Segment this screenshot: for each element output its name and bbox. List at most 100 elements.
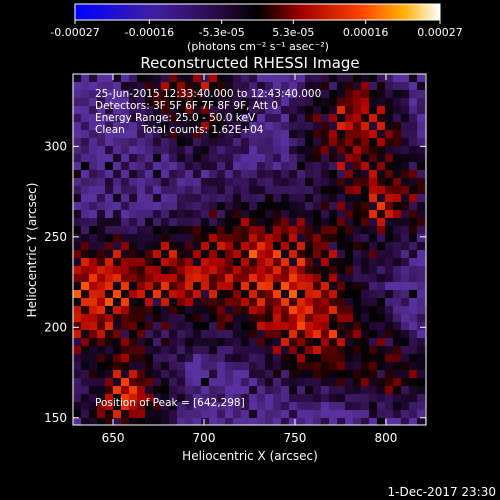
heatmap-cell xyxy=(273,330,281,338)
heatmap-cell xyxy=(377,162,385,170)
heatmap-cell xyxy=(89,362,97,370)
heatmap-cell xyxy=(129,234,137,242)
heatmap-cell xyxy=(353,170,361,178)
heatmap-cell xyxy=(361,314,369,322)
heatmap-cell xyxy=(153,154,161,162)
heatmap-cell xyxy=(369,314,377,322)
heatmap-cell xyxy=(337,322,345,330)
heatmap-cell xyxy=(137,114,145,122)
heatmap-cell xyxy=(209,234,217,242)
heatmap-cell xyxy=(97,178,105,186)
heatmap-cell xyxy=(121,290,129,298)
heatmap-cell xyxy=(417,274,425,282)
heatmap-cell xyxy=(281,170,289,178)
heatmap-cell xyxy=(377,394,385,402)
heatmap-cell xyxy=(81,386,89,394)
heatmap-cell xyxy=(73,98,81,106)
heatmap-cell xyxy=(161,154,169,162)
heatmap-cell xyxy=(233,250,241,258)
heatmap-cell xyxy=(265,186,273,194)
heatmap-cell xyxy=(201,378,209,386)
heatmap-cell xyxy=(193,338,201,346)
heatmap-cell xyxy=(121,402,129,410)
heatmap-cell xyxy=(361,266,369,274)
heatmap-cell xyxy=(361,330,369,338)
heatmap-cell xyxy=(385,418,393,425)
heatmap-cell xyxy=(265,202,273,210)
heatmap-cell xyxy=(193,250,201,258)
heatmap-cell xyxy=(153,314,161,322)
heatmap-cell xyxy=(265,298,273,306)
heatmap-cell xyxy=(305,218,313,226)
heatmap-cell xyxy=(153,394,161,402)
heatmap-cell xyxy=(113,90,121,98)
heatmap-cell xyxy=(329,138,337,146)
heatmap-cell xyxy=(153,82,161,90)
heatmap-cell xyxy=(273,106,281,114)
heatmap-cell xyxy=(105,74,113,82)
heatmap-cell xyxy=(161,218,169,226)
heatmap-cell xyxy=(265,154,273,162)
heatmap-cell xyxy=(233,162,241,170)
heatmap-cell xyxy=(169,250,177,258)
heatmap-cell xyxy=(329,202,337,210)
heatmap-cell xyxy=(129,386,137,394)
heatmap-cell xyxy=(89,122,97,130)
heatmap-cell xyxy=(121,418,129,425)
heatmap-cell xyxy=(89,354,97,362)
heatmap-cell xyxy=(417,306,425,314)
heatmap-cell xyxy=(345,322,353,330)
heatmap-cell xyxy=(193,410,201,418)
heatmap-cell xyxy=(289,74,297,82)
heatmap-cell xyxy=(97,418,105,425)
heatmap-cell xyxy=(89,250,97,258)
heatmap-cell xyxy=(81,274,89,282)
heatmap-cell xyxy=(377,306,385,314)
annotation-time-range: 25-Jun-2015 12:33:40.000 to 12:43:40.000 xyxy=(95,88,321,100)
colorbar-gradient xyxy=(74,3,441,21)
heatmap-cell xyxy=(297,370,305,378)
heatmap-cell xyxy=(169,346,177,354)
heatmap-cell xyxy=(385,242,393,250)
heatmap-cell xyxy=(297,314,305,322)
heatmap-cell xyxy=(193,218,201,226)
heatmap-cell xyxy=(105,354,113,362)
heatmap-cell xyxy=(161,378,169,386)
heatmap-cell xyxy=(225,186,233,194)
heatmap-cell xyxy=(289,202,297,210)
heatmap-cell xyxy=(393,394,401,402)
heatmap-cell xyxy=(337,266,345,274)
heatmap-cell xyxy=(201,338,209,346)
heatmap-cell xyxy=(105,250,113,258)
heatmap-cell xyxy=(81,338,89,346)
heatmap-cell xyxy=(337,410,345,418)
heatmap-cell xyxy=(409,130,417,138)
heatmap-cell xyxy=(305,418,313,425)
heatmap-cell xyxy=(129,90,137,98)
heatmap-cell xyxy=(249,354,257,362)
heatmap-cell xyxy=(297,154,305,162)
heatmap-cell xyxy=(289,130,297,138)
heatmap-cell xyxy=(153,418,161,425)
heatmap-cell xyxy=(409,226,417,234)
heatmap-cell xyxy=(217,186,225,194)
heatmap-cell xyxy=(177,178,185,186)
heatmap-cell xyxy=(113,378,121,386)
heatmap-cell xyxy=(353,266,361,274)
heatmap-cell xyxy=(137,194,145,202)
x-tick-label: 650 xyxy=(102,431,125,445)
heatmap-cell xyxy=(281,122,289,130)
heatmap-cell xyxy=(225,346,233,354)
heatmap-cell xyxy=(385,98,393,106)
heatmap-cell xyxy=(265,314,273,322)
heatmap-cell xyxy=(233,186,241,194)
heatmap-cell xyxy=(81,162,89,170)
heatmap-cell xyxy=(305,154,313,162)
heatmap-cell xyxy=(73,82,81,90)
heatmap-cell xyxy=(73,362,81,370)
heatmap-cell xyxy=(305,194,313,202)
heatmap-cell xyxy=(329,314,337,322)
heatmap-cell xyxy=(377,74,385,82)
heatmap-cell xyxy=(169,354,177,362)
heatmap-cell xyxy=(313,194,321,202)
